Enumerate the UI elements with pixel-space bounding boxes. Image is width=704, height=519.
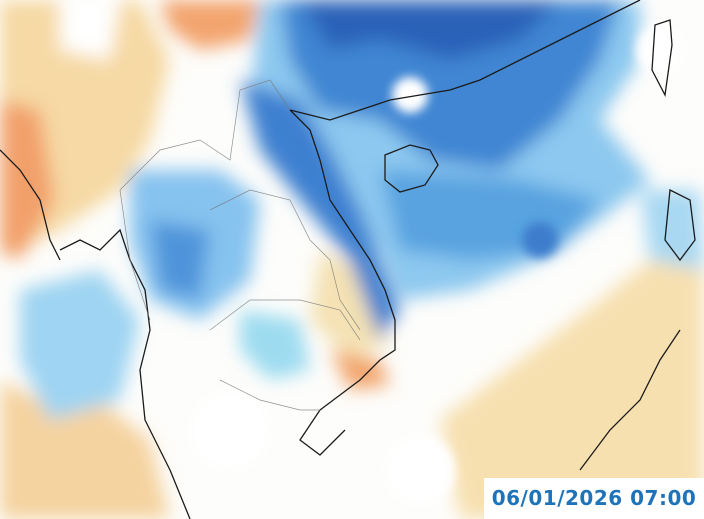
- borders: [119, 79, 361, 411]
- color-detail: [190, 26, 684, 505]
- timestamp: 06/01/2026 07:00: [484, 478, 704, 519]
